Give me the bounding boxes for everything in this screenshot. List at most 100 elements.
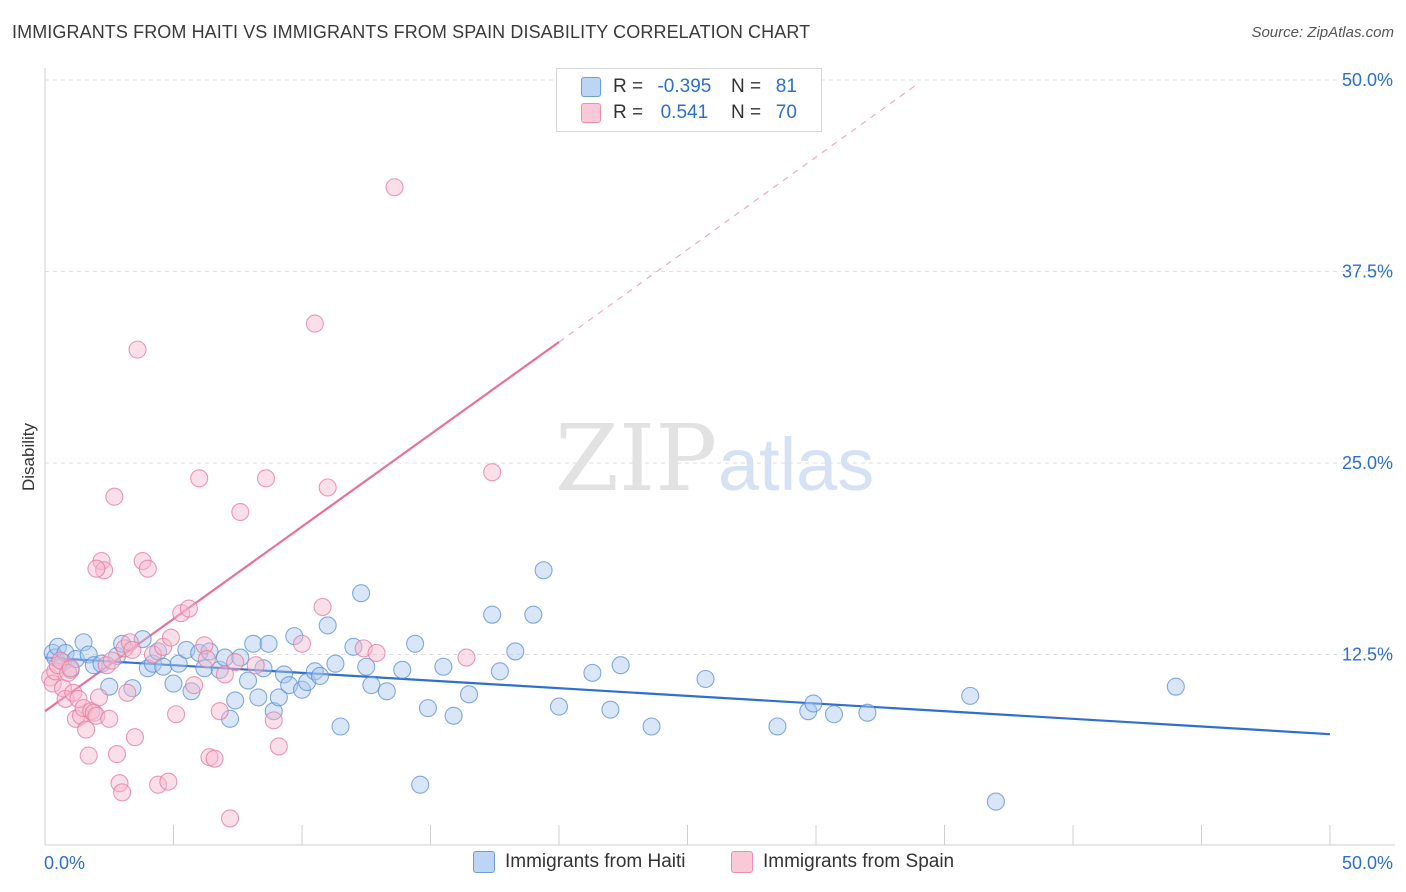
series-legend: Immigrants from Haiti Immigrants from Sp…	[0, 851, 1406, 879]
legend-haiti-swatch	[473, 851, 495, 873]
legend-row-haiti: R = -0.395 N = 81	[581, 75, 806, 99]
point-spain-63	[367, 643, 386, 663]
legend-spain-r-value: 0.541	[660, 102, 709, 123]
series-spain-points	[41, 178, 502, 828]
y-tick-label-0: 12.5%	[1342, 645, 1393, 665]
watermark: ZIP atlas	[555, 405, 874, 512]
legend-spain-n-value: 70	[775, 102, 797, 123]
point-haiti-48	[331, 717, 350, 736]
point-haiti-36	[259, 634, 278, 653]
point-haiti-77	[961, 686, 980, 705]
point-spain-52	[226, 653, 245, 672]
point-haiti-21	[169, 654, 188, 673]
point-spain-57	[269, 737, 288, 756]
point-haiti-30	[226, 691, 245, 710]
point-haiti-33	[244, 634, 263, 653]
point-spain-38	[149, 775, 168, 794]
point-spain-15	[79, 746, 98, 765]
grid-layer	[45, 79, 1390, 655]
point-spain-14	[77, 720, 96, 739]
point-haiti-52	[362, 676, 381, 695]
legend-haiti-r-label: R =	[613, 76, 644, 97]
y-tick-label-1: 25.0%	[1342, 453, 1393, 473]
point-spain-8	[61, 659, 80, 678]
point-spain-32	[123, 640, 142, 659]
point-haiti-37	[264, 702, 283, 721]
point-haiti-29	[220, 709, 240, 728]
point-spain-41	[167, 705, 186, 724]
point-haiti-47	[326, 654, 345, 673]
point-haiti-63	[506, 642, 525, 661]
chart-source: Source: ZipAtlas.com	[1251, 24, 1394, 41]
point-haiti-46	[318, 616, 337, 635]
legend-haiti-n-value: 81	[775, 76, 797, 97]
point-spain-68	[159, 772, 178, 791]
point-haiti-56	[411, 775, 430, 794]
legend-haiti-n-label: N =	[730, 76, 762, 97]
point-spain-44	[185, 676, 204, 695]
point-spain-49	[210, 702, 229, 721]
point-haiti-61	[483, 605, 502, 624]
point-spain-24	[102, 651, 121, 670]
point-haiti-57	[418, 699, 437, 718]
point-spain-61	[318, 478, 337, 497]
point-spain-23	[100, 709, 119, 728]
trend-layer	[44, 82, 1331, 736]
point-haiti-67	[583, 663, 602, 682]
point-haiti-75	[824, 705, 844, 724]
trendline-spain-extension	[558, 82, 920, 343]
point-spain-26	[107, 745, 127, 764]
series-haiti-points	[43, 561, 1185, 811]
point-haiti-71	[696, 669, 715, 689]
point-spain-28	[113, 783, 132, 802]
point-haiti-53	[377, 682, 396, 701]
point-haiti-45	[310, 666, 330, 685]
point-spain-67	[87, 559, 106, 578]
legend-spain-n-label: N =	[730, 102, 762, 123]
point-haiti-32	[238, 671, 258, 690]
point-haiti-55	[406, 634, 425, 653]
point-spain-43	[179, 599, 198, 618]
point-haiti-58	[434, 657, 453, 676]
y-tick-label-3: 50.0%	[1342, 70, 1393, 90]
point-spain-48	[205, 749, 224, 768]
trendline-spain	[44, 341, 560, 713]
point-haiti-64	[524, 605, 543, 624]
point-spain-33	[125, 728, 144, 747]
point-haiti-34	[249, 688, 268, 707]
legend-row-spain: R = 0.541 N = 70	[581, 101, 806, 125]
watermark-zip: ZIP	[555, 405, 717, 512]
haiti-swatch	[581, 77, 601, 97]
legend-spain-swatch	[731, 851, 753, 873]
point-haiti-9	[84, 656, 103, 675]
point-haiti-70	[642, 717, 661, 736]
y-axis-label: Disability	[19, 422, 38, 491]
point-haiti-74	[804, 694, 823, 713]
point-spain-69	[197, 650, 216, 669]
point-haiti-8	[79, 645, 98, 664]
x-tick-label-0: 0.0%	[44, 853, 85, 873]
legend-item-spain: Immigrants from Spain	[731, 851, 954, 873]
point-spain-58	[292, 634, 312, 653]
legend-spain-label: Immigrants from Spain	[763, 851, 955, 872]
point-haiti-19	[154, 657, 173, 676]
legend-item-haiti: Immigrants from Haiti	[473, 851, 686, 873]
point-spain-51	[220, 809, 240, 828]
trendline-haiti	[44, 656, 1331, 736]
point-spain-60	[313, 597, 332, 617]
point-haiti-66	[549, 697, 569, 716]
point-haiti-38	[269, 688, 288, 707]
point-haiti-65	[534, 561, 553, 580]
legend-haiti-label: Immigrants from Haiti	[505, 851, 686, 872]
y-tick-label-2: 37.5%	[1342, 262, 1393, 282]
legend-haiti-r-value: -0.395	[657, 76, 712, 97]
point-spain-50	[215, 665, 234, 684]
point-spain-64	[385, 178, 404, 197]
point-spain-55	[256, 469, 276, 488]
point-haiti-68	[601, 700, 620, 719]
point-spain-21	[95, 561, 114, 580]
point-spain-34	[128, 340, 147, 359]
point-haiti-60	[459, 685, 479, 704]
point-spain-66	[483, 463, 502, 482]
